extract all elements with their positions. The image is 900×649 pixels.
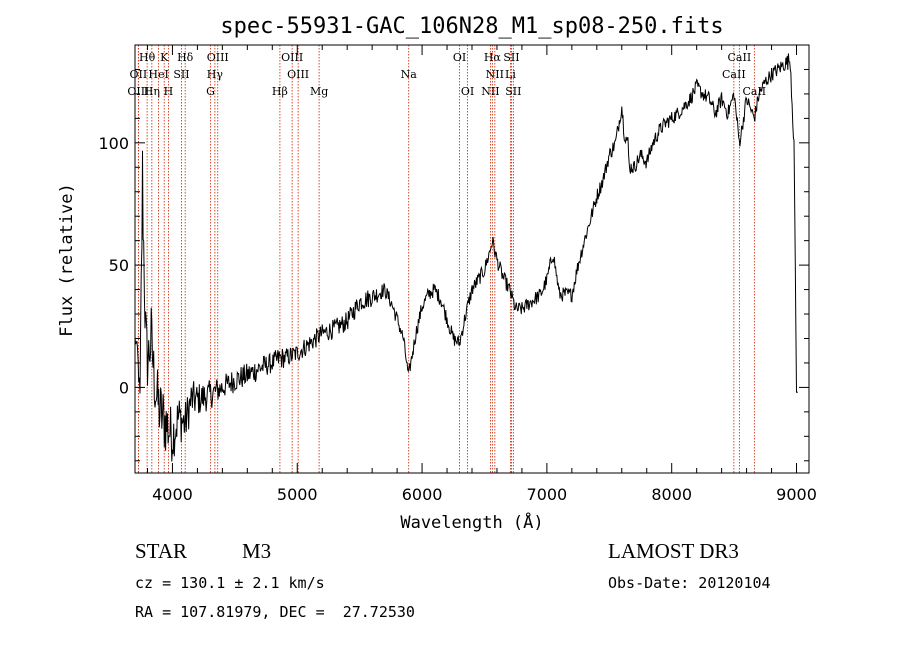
spectral-subclass: M3 bbox=[242, 539, 272, 563]
x-tick-label: 7000 bbox=[527, 485, 568, 504]
y-tick-label: 100 bbox=[98, 134, 129, 153]
spectral-line-label: Hθ bbox=[139, 51, 156, 64]
spectral-line-label: NII bbox=[481, 85, 499, 98]
spectral-line-label: OIII bbox=[287, 68, 309, 81]
coordinates-readout: RA = 107.81979, DEC = 27.72530 bbox=[135, 603, 415, 621]
spectral-line-label: Hγ bbox=[207, 68, 224, 81]
spectral-line-label: K bbox=[160, 51, 169, 64]
x-axis-ticks: 4000 5000 6000 7000 8000 9000 bbox=[146, 45, 817, 504]
spectral-line-label: SII bbox=[505, 85, 521, 98]
spectral-line-label: OI bbox=[453, 51, 466, 64]
x-tick-label: 8000 bbox=[651, 485, 692, 504]
spectral-line-label: HeI bbox=[148, 68, 168, 81]
spectral-line-label: H bbox=[164, 85, 174, 98]
x-axis-label: Wavelength (Å) bbox=[400, 511, 543, 533]
spectral-line-label: G bbox=[206, 85, 215, 98]
spectral-line-label: OII bbox=[130, 68, 148, 81]
spectral-line-label: CaII bbox=[742, 85, 766, 98]
spectral-line-label: Hη bbox=[144, 85, 160, 98]
spectral-line-label: Hβ bbox=[272, 85, 288, 98]
spectral-line-label: CaII bbox=[722, 68, 746, 81]
y-axis-label: Flux (relative) bbox=[57, 183, 77, 337]
spectral-line-label: OIII bbox=[207, 51, 229, 64]
spectral-line-label: OI bbox=[461, 85, 474, 98]
x-tick-label: 9000 bbox=[776, 485, 817, 504]
observation-date: Obs-Date: 20120104 bbox=[608, 574, 771, 592]
spectral-line-label: Na bbox=[401, 68, 418, 81]
x-tick-label: 4000 bbox=[152, 485, 193, 504]
redshift-readout: cz = 130.1 ± 2.1 km/s bbox=[135, 574, 325, 592]
spectral-line-label: OIII bbox=[127, 85, 149, 98]
spectral-line-label: Hα bbox=[484, 51, 502, 64]
spectral-line-label: Li bbox=[505, 68, 516, 81]
object-type: STAR bbox=[135, 539, 187, 563]
spectral-line-label: Hδ bbox=[177, 51, 194, 64]
spectral-line-label: OIII bbox=[281, 51, 303, 64]
spectral-line-label: NII bbox=[486, 68, 504, 81]
y-tick-label: 50 bbox=[109, 256, 129, 275]
chart-title: spec-55931-GAC_106N28_M1_sp08-250.fits bbox=[220, 14, 723, 39]
survey-name: LAMOST DR3 bbox=[608, 539, 739, 563]
x-tick-label: 5000 bbox=[277, 485, 318, 504]
y-tick-label: 0 bbox=[119, 378, 129, 397]
spectral-line-label: SII bbox=[173, 68, 189, 81]
spectral-line-label: Mg bbox=[310, 85, 328, 98]
spectral-line-label: CaII bbox=[728, 51, 752, 64]
plot-frame bbox=[134, 44, 810, 474]
spectral-line-markers bbox=[137, 45, 755, 473]
y-axis-ticks: 0 50 100 bbox=[98, 68, 809, 462]
x-tick-label: 6000 bbox=[402, 485, 443, 504]
spectrum-line bbox=[134, 53, 798, 462]
spectral-line-label: SII bbox=[503, 51, 519, 64]
